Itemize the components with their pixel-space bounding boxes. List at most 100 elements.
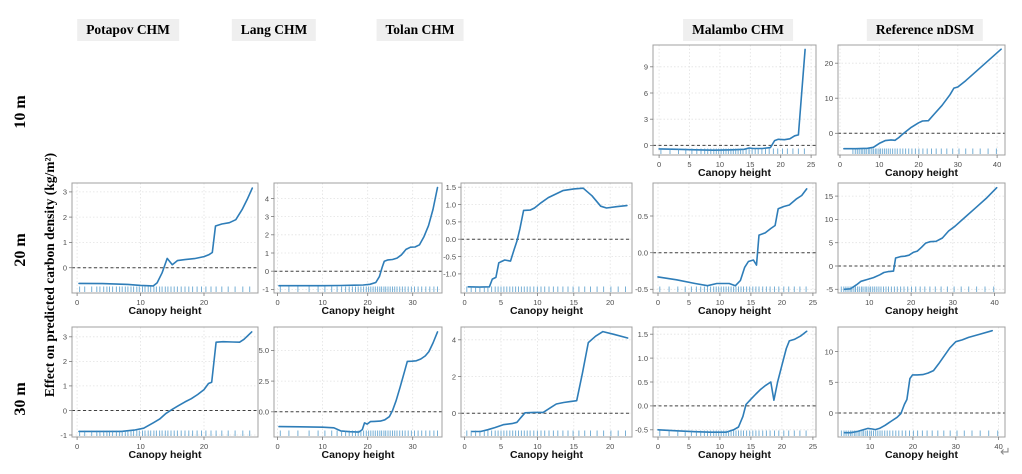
y-tick-label: -1 (60, 431, 67, 440)
x-tick-label: 10 (318, 442, 326, 451)
y-tick-label: 10 (825, 347, 833, 356)
x-tick-label: 20 (914, 160, 922, 169)
x-tick-label: 15 (570, 298, 578, 307)
x-axis-title: Canopy height (129, 449, 202, 461)
x-tick-label: 30 (409, 298, 417, 307)
y-tick-label: 2 (265, 231, 269, 240)
panel-border (460, 182, 633, 294)
row-label-20m: 20 m (12, 233, 29, 267)
panel-border (71, 182, 259, 294)
x-tick-label: 10 (136, 442, 144, 451)
x-tick-label: 10 (716, 160, 724, 169)
x-tick-label: 0 (75, 298, 79, 307)
x-tick-label: 30 (409, 442, 417, 451)
trend-line (657, 188, 808, 287)
panel-background (653, 183, 816, 293)
panel-background (838, 45, 1005, 155)
x-tick-label: 0 (463, 442, 467, 451)
chart-potapov-20m: 0 10 20 0 1 2 3 Canopy height (46, 179, 266, 319)
row-label-10m: 10 m (12, 95, 29, 129)
x-axis-title: Canopy height (885, 167, 958, 179)
rug-marks (466, 430, 626, 436)
panel-border (652, 182, 817, 294)
y-tick-label: 1.5 (638, 330, 648, 339)
y-tick-label: 3 (63, 188, 67, 197)
x-tick-label: 0 (838, 160, 842, 169)
panel-background (838, 183, 1005, 293)
x-tick-label: 20 (778, 298, 786, 307)
y-tick-label: -0.5 (443, 252, 456, 261)
y-tick-label: 2 (63, 357, 67, 366)
x-tick-label: 30 (949, 298, 957, 307)
x-tick-label: 15 (570, 442, 578, 451)
y-tick-label: 0.0 (446, 235, 456, 244)
x-axis-title: Canopy height (885, 305, 958, 317)
y-tick-label: -1.0 (443, 270, 456, 279)
x-tick-label: 20 (778, 442, 786, 451)
y-tick-label: 1.5 (446, 183, 456, 192)
chart-malambo-10m: 0 5 10 15 20 25 0 3 6 9 Canopy height (627, 41, 824, 181)
y-tick-label: 6 (644, 89, 648, 98)
trend-line (471, 330, 629, 433)
y-tick-label: 5 (829, 378, 833, 387)
y-tick-label: 10 (825, 94, 833, 103)
x-axis-title: Canopy height (510, 449, 583, 461)
column-header-reference: Reference nDSM (866, 19, 984, 41)
y-tick-label: -1 (262, 285, 269, 294)
column-header-tolan: Tolan CHM (376, 19, 464, 41)
trend-line (278, 331, 439, 433)
panel-border (837, 44, 1006, 156)
y-tick-label: 0 (452, 409, 456, 418)
panel-background (461, 327, 632, 437)
panel-background (838, 327, 1005, 437)
x-axis-title: Canopy height (698, 167, 771, 179)
x-tick-label: 10 (318, 298, 326, 307)
x-tick-label: 5 (687, 442, 691, 451)
x-tick-label: 5 (499, 442, 503, 451)
x-tick-label: 20 (606, 442, 614, 451)
x-tick-label: 20 (200, 442, 208, 451)
x-tick-label: 10 (865, 298, 873, 307)
y-tick-label: 1.0 (638, 354, 648, 363)
panel-border (71, 326, 259, 438)
trend-line (843, 329, 993, 434)
trend-line (843, 48, 1002, 150)
x-tick-label: 0 (276, 298, 280, 307)
x-tick-label: 20 (364, 442, 372, 451)
x-tick-label: 40 (994, 442, 1002, 451)
chart-potapov-30m: 0 10 20 -1 0 1 2 3 Canopy height (46, 323, 266, 463)
y-tick-label: 0 (829, 129, 833, 138)
y-tick-label: 0 (829, 409, 833, 418)
trend-line (78, 187, 254, 287)
rug-marks (659, 430, 807, 436)
x-axis-title: Canopy height (510, 305, 583, 317)
rug-marks (840, 430, 999, 436)
x-tick-label: 5 (687, 160, 691, 169)
y-tick-label: 0.5 (638, 212, 648, 221)
trend-line (278, 186, 439, 287)
y-tick-label: 2 (452, 372, 456, 381)
y-tick-label: 0.0 (638, 249, 648, 258)
x-tick-label: 10 (866, 442, 874, 451)
x-tick-label: 20 (364, 298, 372, 307)
chart-lang-20m: 0 10 20 30 -1 0 1 2 3 4 Canopy height (248, 179, 450, 319)
x-tick-label: 20 (909, 442, 917, 451)
chart-lang-30m: 0 10 20 30 0.0 2.5 5.0 Canopy height (248, 323, 450, 463)
panel-border (273, 182, 443, 294)
y-tick-label: 4 (265, 194, 269, 203)
x-tick-label: 10 (533, 298, 541, 307)
y-tick-label: -0.5 (635, 285, 648, 294)
y-tick-label: -0.5 (635, 426, 648, 435)
x-tick-label: 30 (952, 442, 960, 451)
x-tick-label: 0 (463, 298, 467, 307)
chart-reference-30m: 10 20 30 40 0 5 10 Canopy height (812, 323, 1013, 463)
panel-border (652, 44, 817, 156)
x-tick-label: 30 (954, 160, 962, 169)
panel-background (653, 45, 816, 155)
y-tick-label: 0 (63, 406, 67, 415)
y-tick-label: 0 (265, 267, 269, 276)
column-header-malambo: Malambo CHM (683, 19, 793, 41)
x-tick-label: 5 (687, 298, 691, 307)
y-tick-label: 0.0 (259, 408, 269, 417)
y-tick-label: 2.5 (259, 377, 269, 386)
